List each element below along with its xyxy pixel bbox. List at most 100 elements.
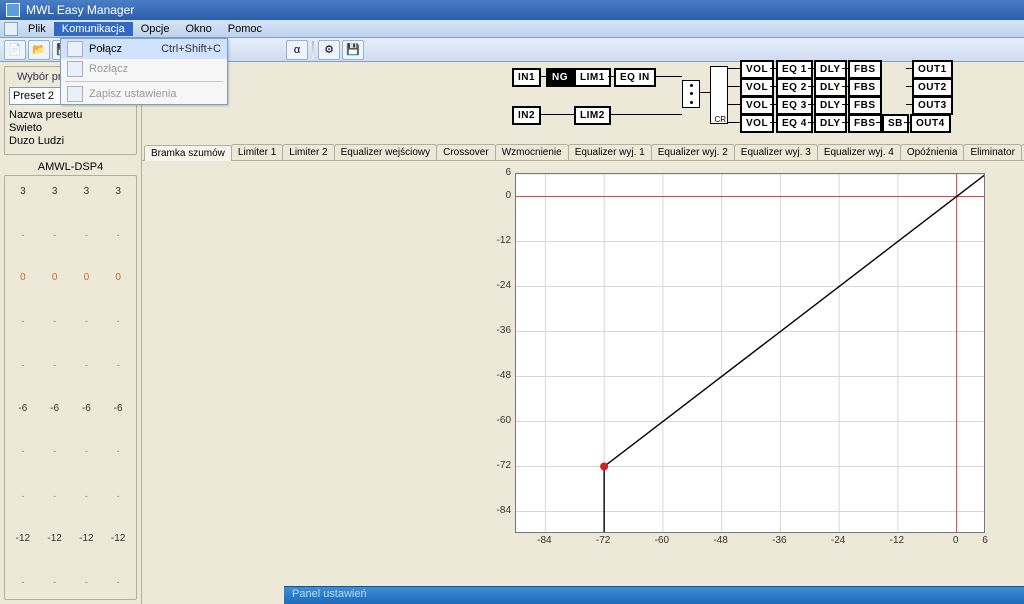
sf-line [904,122,910,123]
chart-y-label: -72 [487,460,511,471]
chart-y-label: -12 [487,235,511,246]
tab-8[interactable]: Equalizer wyj. 3 [734,144,818,160]
chart-y-label: -36 [487,325,511,336]
menu-item-label: Zapisz ustawienia [89,88,176,100]
menu-grip-icon [4,22,18,36]
sf-switch [682,80,700,108]
tab-1[interactable]: Limiter 1 [231,144,283,160]
sf-fbs-4: FBS [848,114,882,133]
slider-tick: -6 [50,403,59,414]
slider-1[interactable]: 3-0---6---12- [16,180,30,595]
sf-eq-4: EQ 4 [776,114,813,133]
slider-tick: - [85,230,88,240]
sf-in2: IN2 [512,106,541,125]
sf-out-1: OUT1 [912,60,953,79]
chart-x-label: 0 [944,535,968,546]
sf-line [540,76,546,77]
disconnect-icon [67,61,83,77]
menu-okno[interactable]: Okno [177,22,219,36]
menu-dropdown: Połącz Ctrl+Shift+C Rozłącz Zapisz ustaw… [60,38,228,105]
tab-3[interactable]: Equalizer wejściowy [334,144,437,160]
slider-tick: -6 [82,403,91,414]
slider-tick: 0 [84,272,90,283]
slider-tick: -6 [18,403,27,414]
menu-opcje[interactable]: Opcje [133,22,178,36]
menu-komunikacja[interactable]: Komunikacja [54,22,133,36]
tab-6[interactable]: Equalizer wyj. 1 [568,144,652,160]
sf-out-2: OUT2 [912,78,953,97]
slider-tick: -12 [16,533,30,544]
tab-9[interactable]: Equalizer wyj. 4 [817,144,901,160]
chart-x-label: -12 [885,535,909,546]
chart-plot [515,173,985,533]
sf-sub-4: SB [882,114,909,133]
sf-line [808,68,814,69]
slider-4[interactable]: 3-0---6---12- [111,180,125,595]
sf-line [906,86,912,87]
sf-vol-1: VOL [740,60,774,79]
chart-x-label: -84 [532,535,556,546]
slider-tick: - [21,577,24,587]
sf-line [728,86,740,87]
sliders-panel: 3-0---6---12- 3-0---6---12- 3-0---6---12… [4,175,137,600]
sf-line [728,104,740,105]
connect-icon [67,41,83,57]
toolbar-new-button[interactable]: 📄 [4,40,26,60]
sf-ng: NG [546,68,574,87]
tab-10[interactable]: Opóźnienia [900,144,965,160]
sf-dly-4: DLY [814,114,847,133]
sf-fbs-2: FBS [848,78,882,97]
sf-line [808,104,814,105]
left-pane: Wybór pre ▾ Nazwa presetu Swieto Duzo Lu… [0,62,142,604]
chart-x-label: 6 [973,535,997,546]
status-bar: Panel ustawień [284,586,1024,604]
status-text: Panel ustawień [292,588,367,600]
slider-tick: - [117,577,120,587]
sf-eqin: EQ IN [614,68,656,87]
sf-line [728,122,740,123]
toolbar-b-button[interactable]: ⚙ [318,40,340,60]
slider-tick: - [21,491,24,501]
menu-plik[interactable]: Plik [20,22,54,36]
toolbar-a-button[interactable]: α [286,40,308,60]
toolbar-sep [312,41,314,59]
tab-4[interactable]: Crossover [436,144,496,160]
tab-11[interactable]: Eliminator [963,144,1021,160]
toolbar-c-button[interactable]: 💾 [342,40,364,60]
slider-tick: -6 [114,403,123,414]
sf-line [770,104,776,105]
slider-2[interactable]: 3-0---6---12- [47,180,61,595]
sf-line [842,86,848,87]
sf-vol-4: VOL [740,114,774,133]
slider-tick: 3 [20,186,26,197]
preset-line2: Duzo Ludzi [9,135,132,148]
sf-dly-2: DLY [814,78,847,97]
slider-tick: - [117,446,120,456]
preset-info: Nazwa presetu Swieto Duzo Ludzi [9,109,132,148]
chart-x-label: -48 [709,535,733,546]
menu-item-zapisz[interactable]: Zapisz ustawienia [61,84,227,104]
menu-item-rozlacz[interactable]: Rozłącz [61,59,227,79]
slider-tick: 0 [115,272,121,283]
slider-tick: 3 [115,186,121,197]
sf-eq-1: EQ 1 [776,60,813,79]
slider-tick: -12 [79,533,93,544]
menu-item-shortcut: Ctrl+Shift+C [161,43,221,55]
menu-pomoc[interactable]: Pomoc [220,22,270,36]
sf-vol-3: VOL [740,96,774,115]
menu-item-label: Połącz [89,43,122,55]
toolbar-open-button[interactable]: 📂 [28,40,50,60]
chart-y-label: -48 [487,370,511,381]
sf-dly-1: DLY [814,60,847,79]
sf-in1: IN1 [512,68,541,87]
tab-0[interactable]: Bramka szumów [144,145,232,161]
tab-5[interactable]: Wzmocnienie [495,144,569,160]
slider-3[interactable]: 3-0---6---12- [79,180,93,595]
tab-7[interactable]: Equalizer wyj. 2 [651,144,735,160]
menu-item-polacz[interactable]: Połącz Ctrl+Shift+C [61,39,227,59]
tab-2[interactable]: Limiter 2 [282,144,334,160]
chart-x-label: -72 [591,535,615,546]
open-icon: 📂 [32,43,46,56]
sf-line [728,68,740,69]
app-icon [6,3,20,17]
